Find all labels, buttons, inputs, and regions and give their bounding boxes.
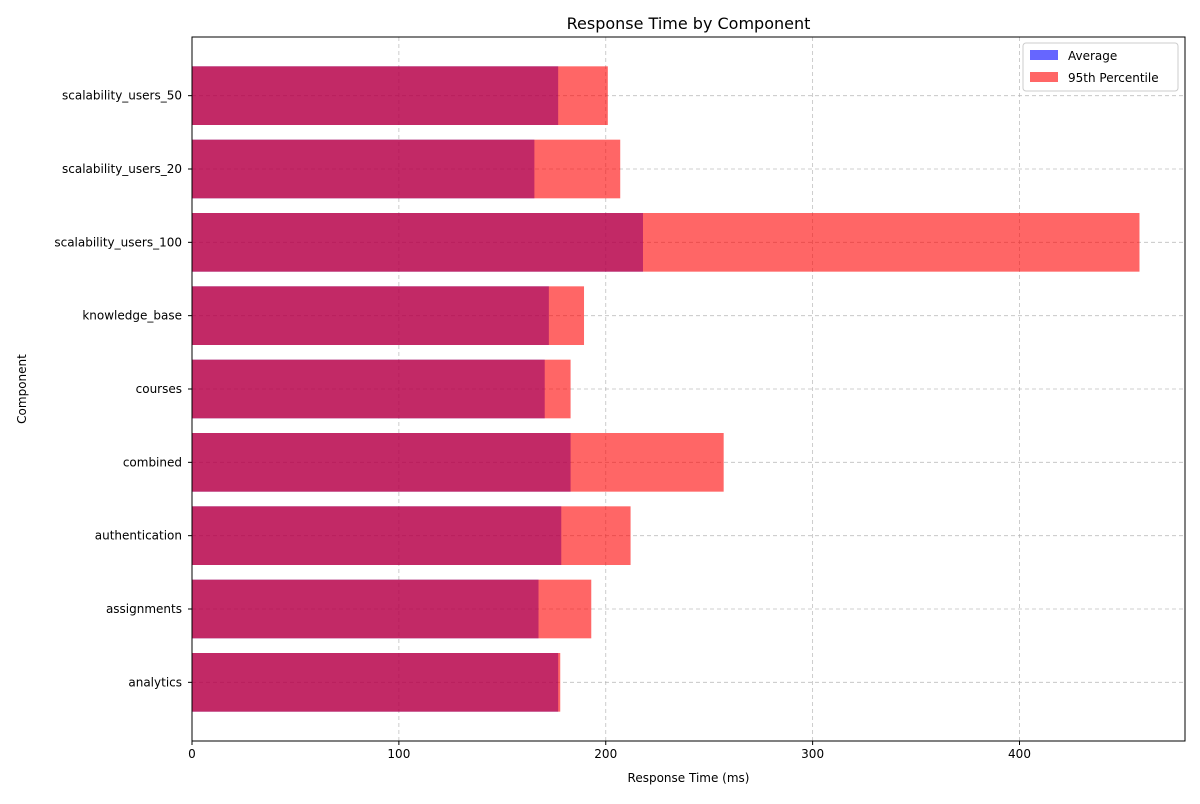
x-tick-label: 200: [594, 747, 617, 761]
bar-95th-percentile-scalability-users-50: [192, 66, 608, 125]
y-axis-label: Component: [15, 354, 29, 424]
legend-label-average: Average: [1068, 49, 1117, 63]
x-tick-label: 0: [188, 747, 196, 761]
x-axis-ticks: 0 100 200 300 400: [188, 741, 1031, 761]
legend-frame: [1022, 42, 1179, 92]
legend-label-95th-percentile: 95th Percentile: [1068, 71, 1159, 85]
bar-95th-percentile-knowledge-base: [192, 286, 585, 345]
y-tick-label-analytics: analytics: [128, 675, 182, 689]
y-tick-label-scalability-users-20: scalability_users_20: [62, 162, 182, 176]
bar-95th-percentile-analytics: [192, 653, 561, 712]
bar-95th-percentile-combined: [192, 433, 724, 492]
y-tick-label-combined: combined: [123, 455, 182, 469]
y-tick-label-scalability-users-100: scalability_users_100: [54, 235, 182, 249]
x-axis-label: Response Time (ms): [628, 771, 750, 785]
bars: [192, 66, 1140, 712]
legend-swatch-95th-percentile: [1030, 72, 1058, 82]
x-tick-label: 100: [387, 747, 410, 761]
bar-95th-percentile-scalability-users-100: [192, 213, 1140, 272]
y-tick-label-authentication: authentication: [95, 529, 182, 543]
bar-95th-percentile-authentication: [192, 506, 631, 565]
x-tick-label: 400: [1008, 747, 1031, 761]
legend: Average 95th Percentile: [1022, 42, 1179, 92]
y-tick-label-knowledge-base: knowledge_base: [82, 309, 182, 323]
y-tick-label-scalability-users-50: scalability_users_50: [62, 89, 182, 103]
x-tick-label: 300: [801, 747, 824, 761]
y-tick-label-assignments: assignments: [106, 602, 182, 616]
bar-95th-percentile-assignments: [192, 579, 592, 639]
bar-95th-percentile-courses: [192, 359, 571, 419]
chart-title: Response Time by Component: [567, 14, 811, 33]
y-axis-ticks: analytics assignments authentication combin…: [54, 89, 192, 689]
legend-swatch-average: [1030, 50, 1058, 60]
y-tick-label-courses: courses: [136, 382, 182, 396]
bar-95th-percentile-scalability-users-20: [192, 139, 621, 199]
